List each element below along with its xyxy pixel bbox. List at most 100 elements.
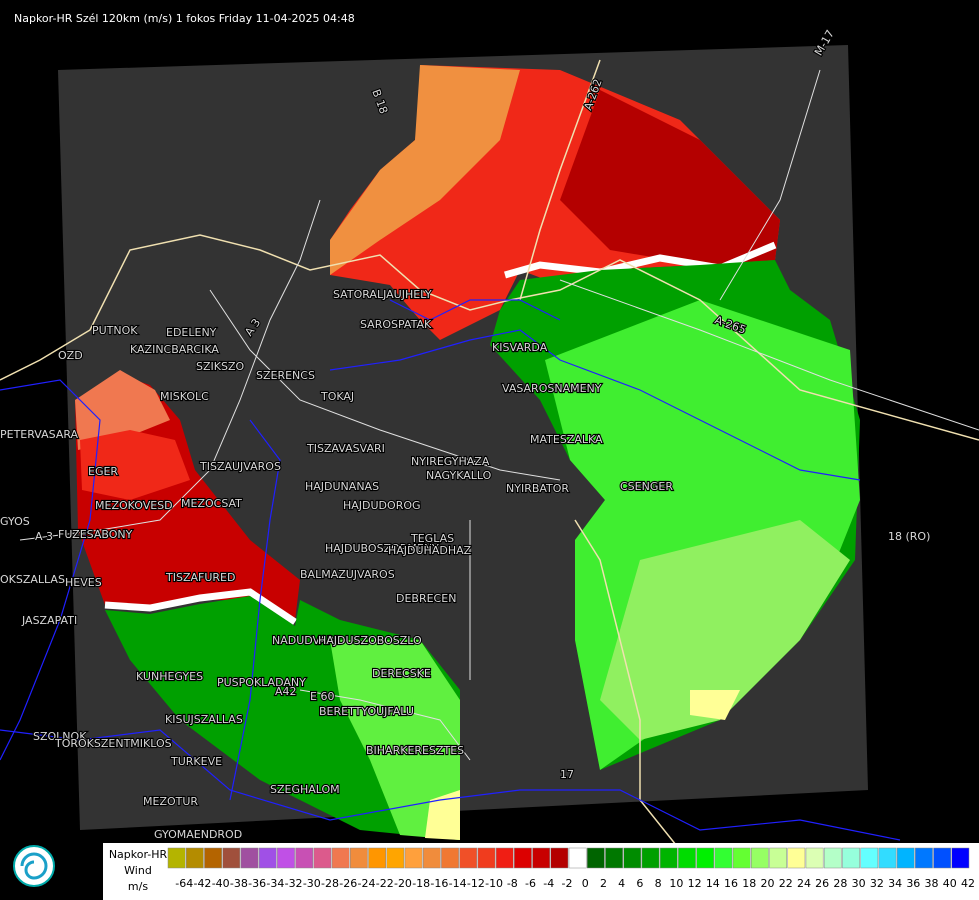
color-swatch <box>477 847 496 869</box>
color-swatch <box>787 847 806 869</box>
scale-label: 34 <box>888 877 902 890</box>
place-label: SZIKSZO <box>196 360 244 373</box>
legend-subtitle: Wind <box>124 864 152 877</box>
color-swatch <box>295 847 314 869</box>
place-label: EDELENY <box>166 326 217 339</box>
color-swatch <box>331 847 350 869</box>
scale-label: -14 <box>449 877 467 890</box>
scale-label: -8 <box>507 877 518 890</box>
place-label: PETERVASARA <box>0 428 79 441</box>
place-label: HAJDUNANAS <box>305 480 379 493</box>
scale-label: 12 <box>688 877 702 890</box>
scale-label: 20 <box>761 877 775 890</box>
scale-label: -36 <box>248 877 266 890</box>
scale-label: -34 <box>266 877 284 890</box>
scale-label: 28 <box>833 877 847 890</box>
place-label: HAJDUHADHAZ <box>388 544 472 557</box>
place-label: NAGYKALLO <box>426 469 492 482</box>
river <box>389 299 561 321</box>
scale-label: 6 <box>636 877 643 890</box>
place-label: TURKEVE <box>170 755 222 768</box>
place-label: HAJDUDOROG <box>343 499 421 512</box>
river <box>0 379 101 761</box>
color-swatch <box>641 847 660 869</box>
color-swatch <box>915 847 933 869</box>
place-label: NYIREGYHAZA <box>411 455 490 468</box>
color-swatch <box>185 847 204 869</box>
place-label: BIHARKERESZTES <box>366 744 464 757</box>
place-label: CSENGER <box>620 480 673 493</box>
echo <box>560 90 780 265</box>
scale-label: 4 <box>618 877 625 890</box>
scale-label: 0 <box>582 877 589 890</box>
place-label: PUSPOKLADANY <box>217 676 306 689</box>
scale-label: -32 <box>285 877 303 890</box>
color-swatch <box>951 847 970 869</box>
place-label: GYOS <box>0 515 30 528</box>
color-swatch <box>714 847 733 869</box>
radar-echoes <box>75 65 860 840</box>
color-swatch <box>878 847 897 869</box>
place-label: HAJDUSZOBOSZLO <box>318 634 422 647</box>
place-label: TEGLAS <box>410 532 454 545</box>
scale-label: -22 <box>376 877 394 890</box>
color-swatch <box>751 847 769 869</box>
color-swatch <box>386 847 405 869</box>
color-swatch <box>805 847 824 869</box>
place-label: KISUJSZALLAS <box>165 713 243 726</box>
scale-label: 40 <box>943 877 957 890</box>
scale-label: 10 <box>669 877 683 890</box>
road-label: E 60 <box>310 690 334 703</box>
scale-label: -20 <box>394 877 412 890</box>
color-swatch <box>350 847 368 869</box>
river <box>329 329 861 481</box>
echo <box>330 640 460 840</box>
scale-label: 14 <box>706 877 720 890</box>
scale-label: -30 <box>303 877 321 890</box>
country-border <box>519 59 601 301</box>
place-label: BALMAZUJVAROS <box>300 568 395 581</box>
place-label: DEBRECEN <box>396 592 456 605</box>
road <box>19 199 321 541</box>
color-swatch <box>568 847 587 869</box>
scale-label: -26 <box>339 877 357 890</box>
scale-label: 42 <box>961 877 975 890</box>
road <box>209 289 561 481</box>
color-swatch <box>896 847 915 869</box>
color-swatch <box>222 847 241 869</box>
color-swatch <box>441 847 459 869</box>
place-label: GYOMAENDROD <box>154 828 242 841</box>
scale-label: 30 <box>852 877 866 890</box>
scale-label: 32 <box>870 877 884 890</box>
color-swatch <box>659 847 678 869</box>
place-label: SATORALJAUJHELY <box>333 288 432 301</box>
place-label: MISKOLC <box>160 390 209 403</box>
color-swatch <box>605 847 623 869</box>
echo <box>690 690 740 720</box>
place-label: MEZOKOVESD <box>95 499 173 512</box>
scale-label: -2 <box>562 877 573 890</box>
river <box>0 729 901 841</box>
color-swatch <box>586 847 605 869</box>
scale-label: 16 <box>724 877 738 890</box>
color-swatch <box>732 847 751 869</box>
scale-label: -10 <box>485 877 503 890</box>
color-swatch <box>167 847 186 869</box>
scale-label: 2 <box>600 877 607 890</box>
color-swatch <box>422 847 441 869</box>
road-label: A42 <box>275 685 297 698</box>
place-label: KISVARDA <box>492 341 548 354</box>
echo <box>600 520 850 740</box>
scale-label: 38 <box>925 877 939 890</box>
color-swatch <box>459 847 478 869</box>
place-label: EGER <box>88 465 118 478</box>
scale-label: -38 <box>230 877 248 890</box>
place-label: HEVES <box>65 576 102 589</box>
country-border <box>0 234 979 441</box>
place-label: OKSZALLAS <box>0 573 65 586</box>
color-swatch <box>514 847 532 869</box>
logo <box>13 845 55 887</box>
road <box>559 279 979 431</box>
place-label: KAZINCBARCIKA <box>130 343 219 356</box>
